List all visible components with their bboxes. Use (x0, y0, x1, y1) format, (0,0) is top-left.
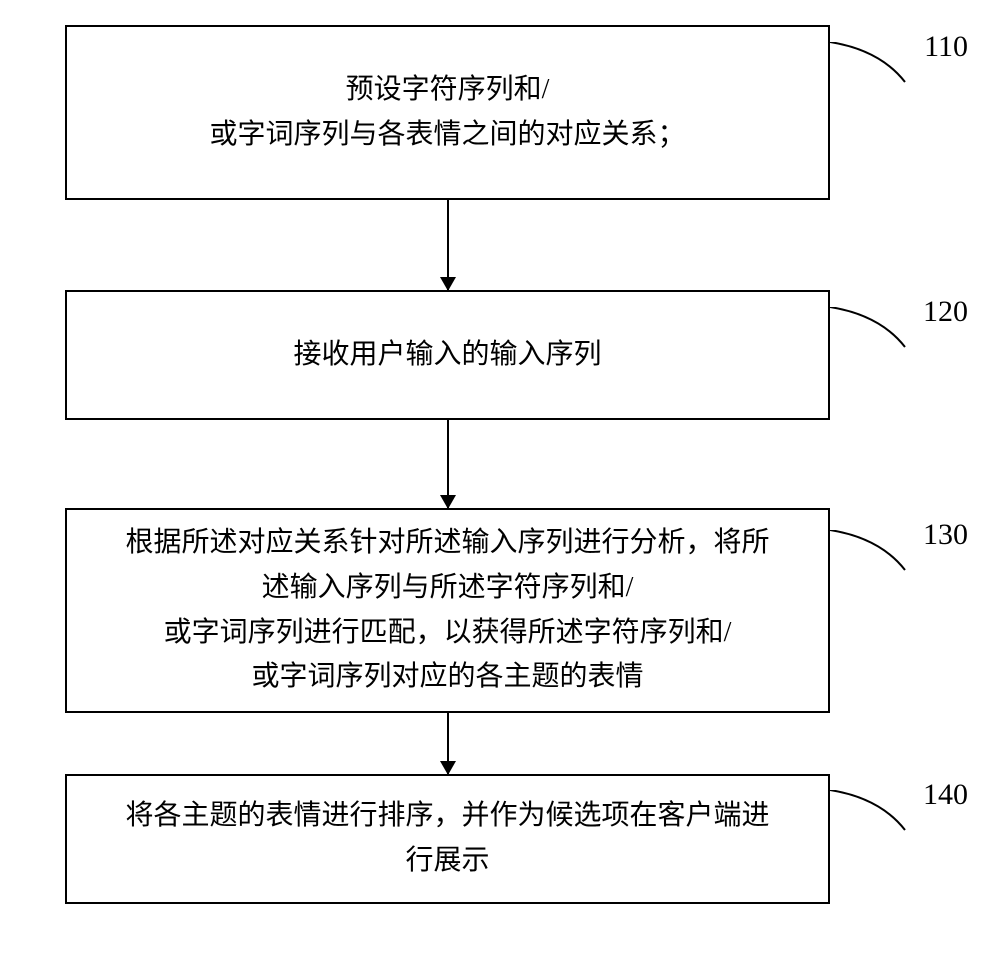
step-130-line4: 或字词序列对应的各主题的表情 (251, 661, 643, 692)
step-130-line2: 述输入序列与所述字符序列和/ (262, 572, 634, 603)
step-110-line2: 或字词序列与各表情之间的对应关系； (209, 119, 685, 150)
arrow-110-to-120 (447, 200, 449, 290)
step-130-line1: 根据所述对应关系针对所述输入序列进行分析，将所 (125, 527, 769, 558)
step-140-line1: 将各主题的表情进行排序，并作为候选项在客户端进 (125, 800, 769, 831)
step-label-130: 130 (923, 518, 968, 552)
flowchart-container: 预设字符序列和/ 或字词序列与各表情之间的对应关系； 110 接收用户输入的输入… (0, 0, 1000, 954)
step-box-110: 预设字符序列和/ 或字词序列与各表情之间的对应关系； (65, 25, 830, 200)
step-120-line1: 接收用户输入的输入序列 (293, 339, 601, 370)
step-box-120: 接收用户输入的输入序列 (65, 290, 830, 420)
arrow-130-to-140 (447, 713, 449, 774)
step-label-120: 120 (923, 295, 968, 329)
step-label-140: 140 (923, 778, 968, 812)
step-text-120: 接收用户输入的输入序列 (293, 333, 601, 378)
step-text-110: 预设字符序列和/ 或字词序列与各表情之间的对应关系； (209, 68, 685, 158)
step-130-line3: 或字词序列进行匹配，以获得所述字符序列和/ (164, 617, 732, 648)
arrow-120-to-130 (447, 420, 449, 508)
step-label-110: 110 (924, 30, 968, 64)
step-text-140: 将各主题的表情进行排序，并作为候选项在客户端进 行展示 (125, 794, 769, 884)
step-box-130: 根据所述对应关系针对所述输入序列进行分析，将所 述输入序列与所述字符序列和/ 或… (65, 508, 830, 713)
step-110-line1: 预设字符序列和/ (346, 74, 550, 105)
step-text-130: 根据所述对应关系针对所述输入序列进行分析，将所 述输入序列与所述字符序列和/ 或… (125, 521, 769, 700)
step-140-line2: 行展示 (405, 845, 489, 876)
step-box-140: 将各主题的表情进行排序，并作为候选项在客户端进 行展示 (65, 774, 830, 904)
